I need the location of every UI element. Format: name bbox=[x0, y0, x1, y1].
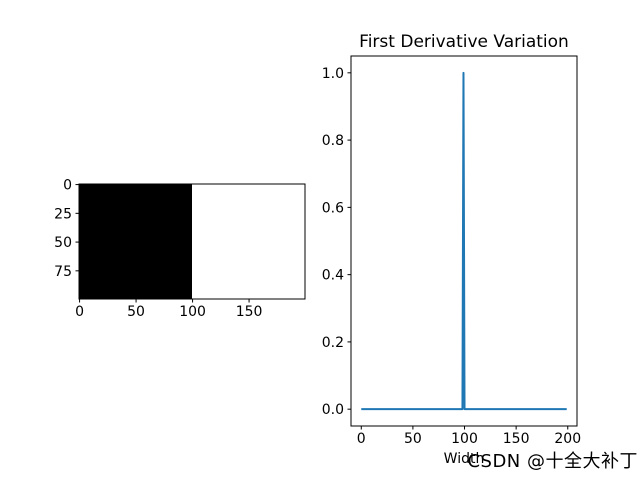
image-subplot: 0 50 100 150 0 25 50 75 bbox=[54, 178, 306, 320]
y-tick-label: 0.4 bbox=[322, 268, 344, 284]
x-tick-label: 50 bbox=[127, 304, 145, 320]
y-tick-label: 0 bbox=[63, 178, 72, 194]
x-tick-label: 0 bbox=[357, 431, 366, 447]
series-first-derivative bbox=[361, 71, 567, 411]
plot-title: First Derivative Variation bbox=[359, 32, 569, 52]
y-tick-label: 0.0 bbox=[322, 402, 344, 418]
axes-frame bbox=[78, 183, 306, 300]
x-tick-label: 0 bbox=[75, 304, 84, 320]
y-tick-label: 0.8 bbox=[322, 133, 344, 149]
watermark-text: CSDN @十全大补丁 bbox=[467, 451, 638, 472]
line-subplot: 0 50 100 150 200 0.0 0.2 0.4 0.6 0.8 1.0 bbox=[322, 55, 581, 447]
y-tick-label: 75 bbox=[54, 264, 72, 280]
y-tick-label: 0.6 bbox=[322, 200, 344, 216]
y-tick-label: 50 bbox=[54, 235, 72, 251]
x-tick-label: 150 bbox=[236, 304, 263, 320]
x-tick-label: 150 bbox=[503, 431, 530, 447]
axes-frame bbox=[350, 55, 578, 427]
image-region bbox=[79, 184, 192, 299]
x-axis-label: Width bbox=[444, 451, 485, 467]
x-tick-label: 100 bbox=[179, 304, 206, 320]
y-tick-label: 0.2 bbox=[322, 335, 344, 351]
x-tick-label: 50 bbox=[404, 431, 422, 447]
x-tick-label: 100 bbox=[451, 431, 478, 447]
image-region bbox=[192, 184, 305, 299]
y-tick-label: 1.0 bbox=[322, 66, 344, 82]
y-tick-label: 25 bbox=[54, 206, 72, 222]
x-tick-label: 200 bbox=[554, 431, 581, 447]
